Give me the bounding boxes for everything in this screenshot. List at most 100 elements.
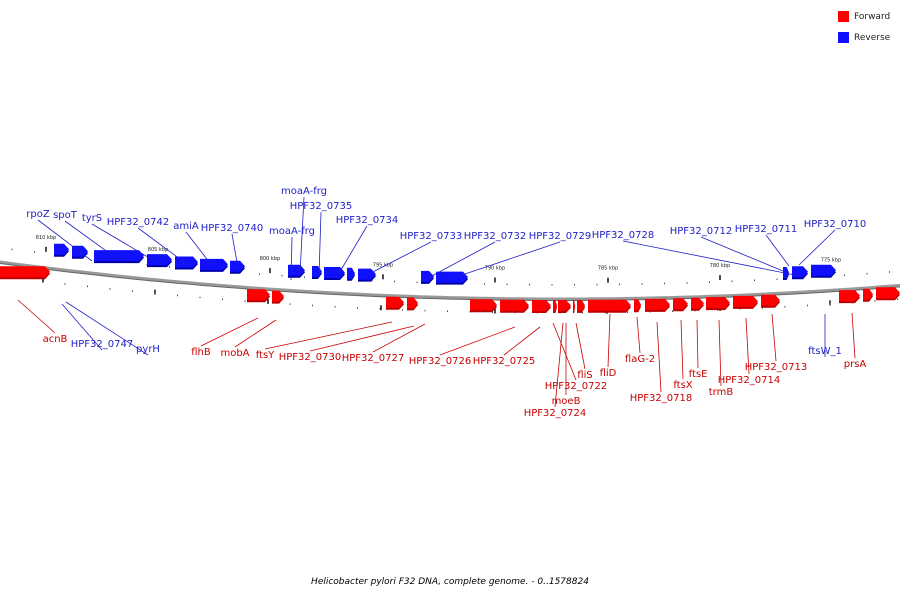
gene-label: moeB bbox=[552, 396, 581, 407]
gene-label: HPF32_0728 bbox=[592, 230, 654, 241]
forward-gene-arrow bbox=[733, 295, 758, 307]
gene-label: HPF32_0710 bbox=[804, 219, 866, 230]
gene-label: pyrH bbox=[136, 344, 160, 355]
gene-label: spoT bbox=[53, 210, 78, 221]
leader-line bbox=[745, 317, 750, 375]
reverse-gene-arrow bbox=[347, 267, 355, 279]
forward-gene-arrow bbox=[706, 297, 730, 309]
gene-label: HPF32_0732 bbox=[464, 231, 526, 242]
gene-label: flaG-2 bbox=[625, 354, 655, 365]
scale-tick-label: 775 kbp bbox=[821, 257, 841, 263]
leader-line bbox=[337, 225, 368, 276]
leader-line bbox=[575, 322, 586, 370]
gene-label: HPF32_0726 bbox=[409, 356, 471, 367]
leader-line bbox=[200, 317, 259, 347]
gene-label: acnB bbox=[43, 334, 68, 345]
scale-tick-label: 780 kbp bbox=[710, 263, 730, 269]
gene-label: mobA bbox=[220, 348, 249, 359]
gene-label: trmB bbox=[709, 387, 734, 398]
gene-label: prsA bbox=[844, 359, 867, 370]
forward-gene-arrow bbox=[553, 300, 557, 311]
gene-label: ftsE bbox=[689, 369, 708, 380]
leader-line bbox=[503, 326, 541, 356]
gene-label: HPF32_0742 bbox=[107, 217, 169, 228]
gene-label: moaA-frg bbox=[281, 186, 327, 197]
leader-line bbox=[65, 301, 149, 356]
forward-gene-arrow bbox=[673, 298, 688, 310]
reverse-gene-arrow bbox=[288, 264, 305, 276]
gene-label: HPF32_0722 bbox=[545, 381, 607, 392]
gene-label: HPF32_0711 bbox=[735, 224, 797, 235]
forward-gene-arrow bbox=[532, 300, 551, 311]
gene-arrow-layer bbox=[0, 243, 900, 313]
legend-label: Forward bbox=[854, 11, 891, 22]
forward-gene-arrow bbox=[470, 299, 497, 311]
forward-gene-arrow bbox=[0, 266, 50, 278]
gene-label: flhB bbox=[191, 347, 211, 358]
leader-line bbox=[309, 325, 415, 352]
scale-tick-label: 785 kbp bbox=[598, 266, 618, 272]
leader-line bbox=[61, 303, 103, 351]
forward-gene-arrow bbox=[500, 299, 529, 311]
figure-caption: Helicobacter pylori F32 DNA, complete ge… bbox=[311, 577, 589, 587]
reverse-gene-arrow bbox=[811, 264, 836, 276]
scale-layer: 810 kbp 805 kbp 800 kbp 795 kbp 790 kbp 785 k… bbox=[11, 235, 898, 314]
gene-label: HPF32_0735 bbox=[290, 201, 352, 212]
leader-line bbox=[765, 234, 790, 267]
leader-line-layer bbox=[17, 196, 856, 408]
legend-item-forward: Forward bbox=[838, 9, 890, 24]
leader-line bbox=[552, 322, 577, 381]
leader-line bbox=[554, 322, 564, 408]
gene-label: moaA-frg bbox=[269, 226, 315, 237]
forward-gene-arrow bbox=[863, 288, 873, 300]
gene-label: ftsW_1 bbox=[808, 346, 842, 357]
forward-gene-arrow bbox=[577, 299, 585, 311]
leader-line bbox=[427, 241, 496, 279]
gene-label: HPF32_0718 bbox=[630, 393, 692, 404]
forward-gene-arrow bbox=[761, 294, 780, 306]
gene-label: tyrS bbox=[82, 213, 102, 224]
forward-gene-arrow bbox=[386, 296, 404, 308]
forward-gene-arrow bbox=[876, 287, 900, 299]
forward-gene-arrow bbox=[558, 300, 571, 311]
leader-line bbox=[851, 312, 856, 359]
leader-line bbox=[299, 196, 305, 275]
leader-line bbox=[718, 319, 722, 387]
legend-label: Reverse bbox=[854, 32, 891, 43]
gene-label: HPF32_0714 bbox=[718, 375, 780, 386]
reverse-gene-arrow bbox=[436, 271, 468, 283]
gene-label: fliD bbox=[600, 368, 617, 379]
leader-line bbox=[185, 231, 214, 268]
leader-line bbox=[439, 326, 516, 356]
reverse-gene-arrow bbox=[147, 254, 172, 266]
gene-label: HPF32_0740 bbox=[201, 223, 263, 234]
leader-line bbox=[234, 319, 277, 348]
scale-tick-label: 805 kbp bbox=[148, 247, 168, 253]
leader-line bbox=[290, 236, 293, 281]
reverse-gene-arrow bbox=[200, 258, 228, 270]
gene-label: HPF32_0724 bbox=[524, 408, 586, 419]
reverse-gene-arrow bbox=[54, 243, 69, 255]
forward-gene-arrow bbox=[634, 299, 641, 311]
forward-gene-arrow bbox=[645, 298, 670, 310]
leader-line bbox=[449, 241, 561, 280]
gene-label: HPF32_0729 bbox=[529, 231, 591, 242]
leader-line bbox=[37, 219, 93, 262]
forward-gene-arrow bbox=[691, 297, 704, 309]
gene-label: HPF32_0730 bbox=[279, 352, 341, 363]
leader-line bbox=[696, 319, 699, 369]
backbone-line bbox=[0, 260, 900, 301]
gene-label: fliS bbox=[577, 370, 592, 381]
gene-label: HPF32_0747 bbox=[71, 339, 133, 350]
leader-line bbox=[622, 240, 796, 276]
legend-item-reverse: Reverse bbox=[838, 30, 890, 45]
leader-line bbox=[64, 220, 121, 262]
scale-tick-label: 790 kbp bbox=[485, 266, 505, 272]
forward-gene-arrow bbox=[588, 299, 631, 311]
forward-gene-arrow bbox=[247, 289, 270, 301]
leader-line bbox=[17, 299, 56, 334]
scale-tick-label: 800 kbp bbox=[260, 256, 280, 262]
gene-label: ftsX bbox=[673, 380, 692, 391]
reverse-gene-arrow bbox=[421, 270, 434, 282]
